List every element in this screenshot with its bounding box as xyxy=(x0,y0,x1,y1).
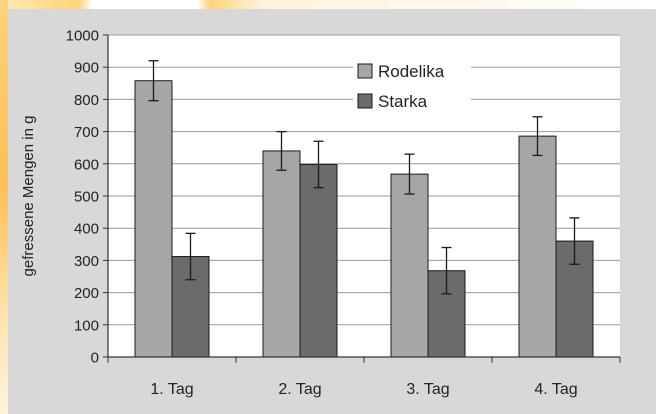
x-tick-label: 3. Tag xyxy=(406,381,449,398)
error-bars xyxy=(148,60,580,295)
y-axis-label: gefressene Mengen in g xyxy=(20,116,37,277)
legend-label-rodelika: Rodelika xyxy=(378,62,445,81)
legend-box xyxy=(353,56,471,120)
y-tick-label: 200 xyxy=(74,285,99,302)
y-tick-label: 300 xyxy=(74,253,99,270)
legend-swatch-starka xyxy=(357,93,373,109)
bar-rodelika-1 xyxy=(134,80,173,358)
y-tick-label: 400 xyxy=(74,221,99,238)
y-tick-label: 0 xyxy=(91,350,99,367)
bar-starka-1 xyxy=(171,256,210,358)
bar-rodelika-3 xyxy=(390,173,429,358)
x-tick-label: 4. Tag xyxy=(534,381,577,398)
x-tick-labels: 1. Tag 2. Tag 3. Tag 4. Tag xyxy=(150,381,577,398)
x-tick-label: 2. Tag xyxy=(278,381,321,398)
bar-rodelika-2 xyxy=(262,150,301,358)
y-tick-label: 600 xyxy=(74,156,99,173)
y-tick-labels: 0 100 200 300 400 500 600 700 800 900 1000 xyxy=(66,28,99,367)
x-tick-label: 1. Tag xyxy=(150,381,193,398)
y-tick-label: 900 xyxy=(74,60,99,77)
decorative-left-band xyxy=(0,0,8,414)
axes xyxy=(103,34,621,363)
bars xyxy=(134,80,594,358)
y-tick-label: 500 xyxy=(74,189,99,206)
y-tick-label: 1000 xyxy=(66,28,99,45)
legend-swatch-rodelika xyxy=(357,63,373,79)
bar-rodelika-4 xyxy=(518,135,557,358)
legend: Rodelika Starka xyxy=(353,56,471,120)
y-tick-label: 800 xyxy=(74,92,99,109)
legend-label-starka: Starka xyxy=(378,92,428,111)
bar-starka-2 xyxy=(299,163,338,358)
decorative-top-band xyxy=(0,0,656,9)
y-tick-label: 700 xyxy=(74,124,99,141)
y-tick-label: 100 xyxy=(74,317,99,334)
